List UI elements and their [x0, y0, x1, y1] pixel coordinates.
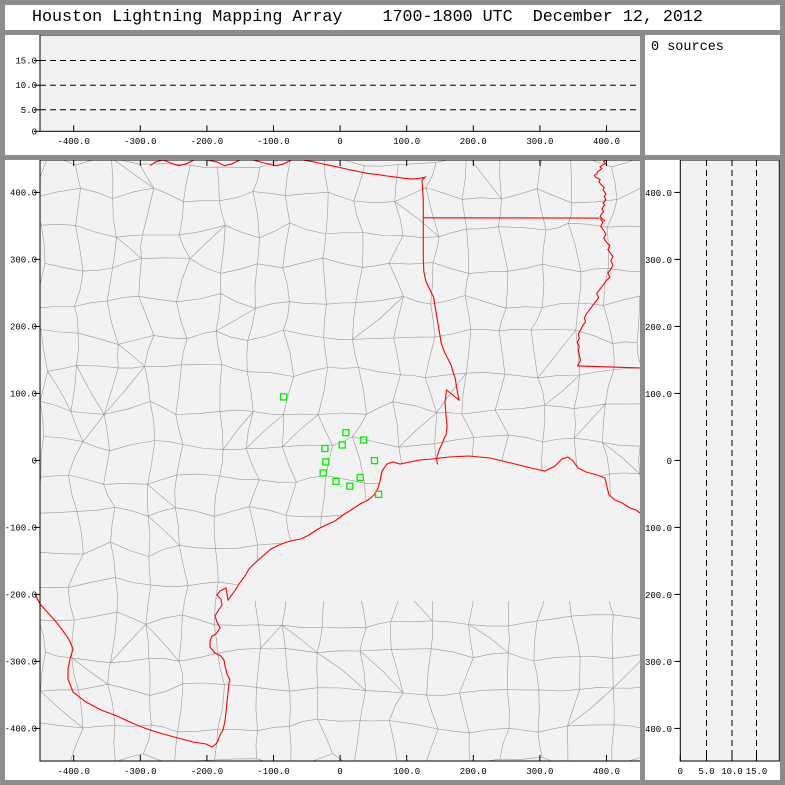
svg-text:-400.0: -400.0 [645, 725, 672, 735]
svg-text:-300.0: -300.0 [5, 658, 37, 668]
svg-text:300.0: 300.0 [645, 256, 672, 266]
svg-text:200.0: 200.0 [460, 767, 487, 777]
svg-text:300.0: 300.0 [526, 767, 553, 777]
svg-text:-200.0: -200.0 [191, 767, 223, 777]
svg-text:0: 0 [678, 767, 683, 777]
svg-text:100.0: 100.0 [393, 767, 420, 777]
svg-text:5.0: 5.0 [21, 106, 37, 116]
svg-text:0: 0 [32, 127, 37, 137]
svg-text:400.0: 400.0 [645, 189, 672, 199]
svg-text:-400.0: -400.0 [57, 137, 89, 147]
svg-text:-200.0: -200.0 [645, 591, 672, 601]
svg-text:-200.0: -200.0 [191, 137, 223, 147]
svg-text:15.0: 15.0 [746, 767, 768, 777]
svg-text:100.0: 100.0 [10, 390, 37, 400]
svg-text:200.0: 200.0 [10, 323, 37, 333]
svg-text:-100.0: -100.0 [645, 524, 672, 534]
svg-text:0: 0 [337, 137, 342, 147]
svg-text:0: 0 [667, 457, 672, 467]
svg-text:10.0: 10.0 [15, 81, 37, 91]
svg-text:0: 0 [337, 767, 342, 777]
svg-text:-300.0: -300.0 [124, 767, 156, 777]
svg-text:200.0: 200.0 [460, 137, 487, 147]
svg-text:-400.0: -400.0 [5, 725, 37, 735]
svg-text:200.0: 200.0 [645, 323, 672, 333]
svg-text:300.0: 300.0 [10, 256, 37, 266]
svg-text:10.0: 10.0 [721, 767, 743, 777]
svg-text:-200.0: -200.0 [5, 591, 37, 601]
svg-text:100.0: 100.0 [645, 390, 672, 400]
svg-text:5.0: 5.0 [698, 767, 714, 777]
svg-text:400.0: 400.0 [593, 137, 620, 147]
svg-text:400.0: 400.0 [10, 189, 37, 199]
svg-text:300.0: 300.0 [526, 137, 553, 147]
svg-text:-300.0: -300.0 [124, 137, 156, 147]
svg-text:0: 0 [32, 457, 37, 467]
svg-text:100.0: 100.0 [393, 137, 420, 147]
svg-text:400.0: 400.0 [593, 767, 620, 777]
svg-text:-100.0: -100.0 [257, 767, 289, 777]
svg-text:-300.0: -300.0 [645, 658, 672, 668]
svg-text:-400.0: -400.0 [57, 767, 89, 777]
svg-text:-100.0: -100.0 [257, 137, 289, 147]
svg-text:-100.0: -100.0 [5, 524, 37, 534]
svg-text:15.0: 15.0 [15, 57, 37, 67]
